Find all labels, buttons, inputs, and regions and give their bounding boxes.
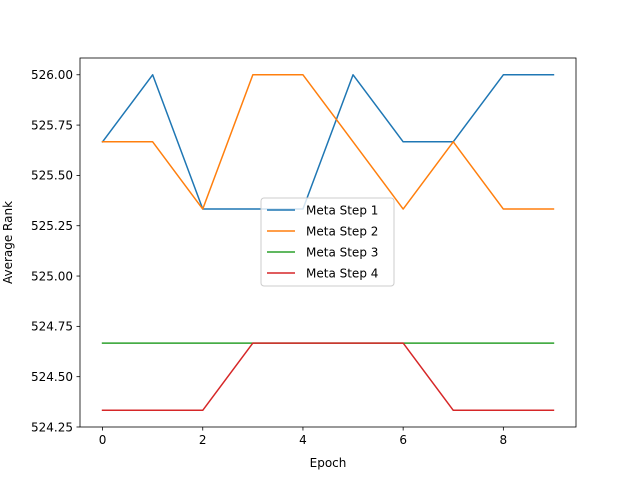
x-tick-label: 8	[500, 433, 508, 447]
y-tick-label: 526.00	[31, 68, 73, 82]
x-axis: 0 2 4 6 8	[99, 427, 507, 447]
x-tick-label: 6	[399, 433, 407, 447]
y-axis: 524.25 524.50 524.75 525.00 525.25 525.50 525.…	[31, 68, 80, 434]
series-line-1	[101, 74, 555, 210]
x-tick-label: 4	[299, 433, 307, 447]
y-tick-label: 525.75	[31, 118, 73, 132]
series-layer	[101, 74, 555, 412]
legend-label-1: Meta Step 1	[306, 203, 378, 217]
legend-box	[260, 197, 395, 287]
y-tick-label: 524.50	[31, 370, 73, 384]
legend-label-3: Meta Step 3	[306, 245, 378, 259]
y-tick-label: 525.50	[31, 169, 73, 183]
y-axis-label: Average Rank	[1, 201, 15, 284]
series-line-2	[101, 74, 555, 210]
x-tick-label: 2	[199, 433, 207, 447]
x-axis-label: Epoch	[310, 456, 347, 470]
y-tick-label: 524.75	[31, 320, 73, 334]
legend-label-4: Meta Step 4	[306, 266, 378, 280]
y-tick-label: 525.25	[31, 219, 73, 233]
plot-frame	[79, 57, 577, 428]
x-tick-label: 0	[99, 433, 107, 447]
series-line-4	[101, 342, 555, 412]
legend: Meta Step 1 Meta Step 2 Meta Step 3 Meta St…	[260, 197, 395, 287]
legend-label-2: Meta Step 2	[306, 224, 378, 238]
y-tick-label: 525.00	[31, 269, 73, 283]
y-tick-label: 524.25	[31, 420, 73, 434]
